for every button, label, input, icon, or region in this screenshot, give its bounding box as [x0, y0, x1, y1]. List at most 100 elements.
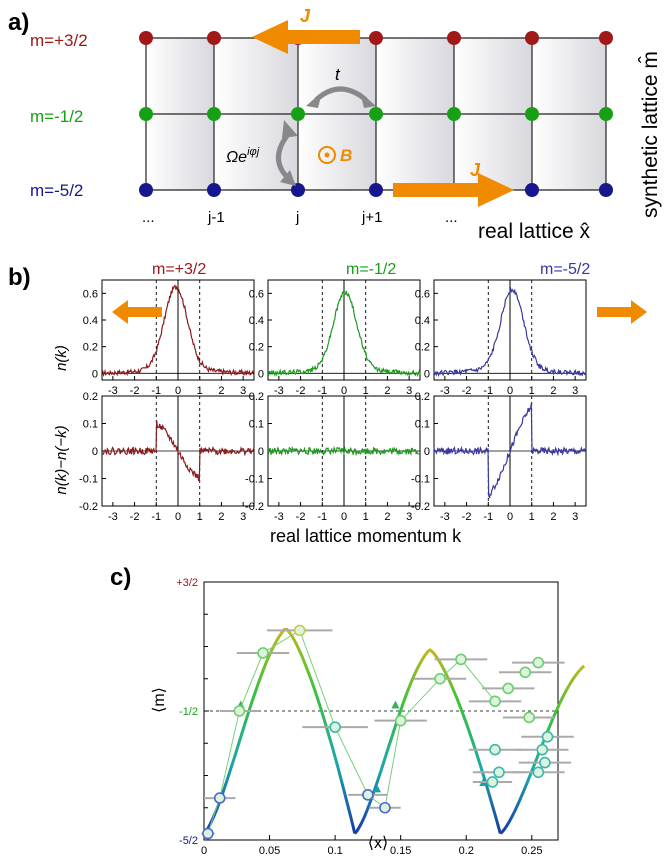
lattice-cell	[532, 38, 606, 114]
col-label-j-minus-1: j-1	[207, 209, 225, 226]
x-tick-label: 0	[507, 385, 513, 397]
panel-b: b) m=+3/2 m=-1/2 m=-5/2 n(k) n(k)−n(−k) …	[8, 261, 647, 546]
panel-a-label: a)	[8, 9, 29, 36]
data-point	[539, 756, 551, 769]
y-tick-label: 0	[258, 368, 264, 380]
y-tick-label: 0.2	[249, 391, 264, 403]
panel-c: c) +3/2 -1/2 -5/20 0.05 0.1 0.15 0.2 0.25 ⟨x⟩ ⟨…	[110, 564, 586, 856]
x-tick-label: 1	[363, 385, 369, 397]
real-lattice-axis-label: real lattice x̂	[478, 220, 591, 243]
lattice-site	[447, 31, 461, 45]
x-tick-label: -2	[296, 385, 306, 397]
y-tick-label: 0	[258, 446, 264, 458]
coupling-phase: iφj	[247, 146, 260, 158]
x-tick-label: -1	[151, 511, 161, 523]
hopping-arrow: t	[306, 65, 376, 108]
direction-arrow-left	[112, 300, 162, 324]
panel-b-xlabel: real lattice momentum k	[270, 526, 462, 546]
momentum-curve	[433, 286, 587, 378]
momentum-curve	[433, 403, 587, 499]
panel-b-title-3: m=-5/2	[540, 261, 590, 278]
x-tick-label: 2	[218, 511, 224, 523]
x-tick-label: 0	[201, 845, 207, 856]
x-tick-label: -2	[130, 511, 140, 523]
y-tick-label: -0.2	[245, 501, 264, 513]
coupling-label: Ωeiφj	[226, 146, 260, 166]
y-tick-label: 0.4	[415, 315, 430, 327]
data-point	[394, 714, 407, 727]
lattice-cell	[376, 114, 454, 190]
panel-c-xlabel: ⟨x⟩	[368, 835, 388, 852]
col-label-ellipsis-right: ...	[445, 209, 458, 226]
hopping-label: t	[335, 65, 341, 84]
lattice-site	[525, 31, 539, 45]
y-tick-label: +3/2	[176, 577, 198, 589]
y-tick-label: -0.1	[79, 474, 98, 486]
y-tick-label: 0.2	[415, 391, 430, 403]
ylabel-nk: n(k)	[53, 345, 70, 371]
x-tick-label: 1	[197, 511, 203, 523]
y-tick-label: 0.2	[83, 391, 98, 403]
x-tick-label: 3	[406, 511, 412, 523]
x-tick-label: 0	[507, 511, 513, 523]
lattice-cell	[146, 38, 214, 114]
lattice-cell	[454, 114, 532, 190]
lattice-cell	[532, 114, 606, 190]
x-tick-label: -3	[108, 385, 118, 397]
momentum-curve	[267, 290, 421, 378]
data-point	[362, 789, 374, 801]
col-label-ellipsis-left: ...	[142, 209, 155, 226]
lattice-site	[369, 107, 383, 121]
x-tick-label: 3	[240, 385, 246, 397]
x-tick-label: -2	[462, 385, 472, 397]
theory-curve	[202, 627, 357, 835]
y-tick-label: 0.4	[83, 315, 98, 327]
x-tick-label: 1	[529, 385, 535, 397]
panel-a: a) m=+3/2 m=-1/2 m=-5/2 ... j-1 j j+1 ..…	[8, 6, 662, 243]
lattice-site	[207, 183, 221, 197]
data-point	[489, 695, 501, 708]
x-tick-label: -2	[462, 511, 472, 523]
x-tick-label: 3	[572, 511, 578, 523]
x-tick-label: -3	[440, 385, 450, 397]
x-tick-label: -3	[440, 511, 450, 523]
x-tick-label: -3	[108, 511, 118, 523]
y-tick-label: 0.1	[249, 419, 264, 431]
x-tick-label: 3	[572, 385, 578, 397]
x-tick-label: 1	[197, 385, 203, 397]
lattice-cell	[146, 114, 214, 190]
x-tick-label: -1	[317, 385, 327, 397]
y-tick-label: -0.2	[411, 501, 430, 513]
x-tick-label: 2	[384, 511, 390, 523]
lattice-site	[599, 183, 613, 197]
lattice-site	[447, 107, 461, 121]
y-tick-label: 0.6	[249, 288, 264, 300]
lattice-site	[139, 31, 153, 45]
data-point	[213, 792, 226, 804]
lattice-site	[139, 107, 153, 121]
col-label-j: j	[295, 209, 299, 226]
direction-arrowhead	[373, 784, 382, 793]
data-point	[502, 682, 514, 695]
lattice-site	[599, 107, 613, 121]
data-point	[519, 666, 532, 679]
x-tick-label: 3	[240, 511, 246, 523]
coupling-arrow: Ωeiφj	[226, 120, 298, 186]
data-point	[233, 705, 246, 717]
col-label-j-plus-1: j+1	[361, 209, 382, 226]
ylabel-asym: n(k)−n(−k)	[53, 425, 70, 494]
x-tick-label: 2	[384, 385, 390, 397]
data-point	[455, 653, 467, 666]
y-tick-label: 0	[92, 446, 98, 458]
lattice-site	[207, 31, 221, 45]
data-point	[379, 801, 391, 814]
lattice-site	[525, 107, 539, 121]
y-tick-label: -1/2	[179, 706, 198, 718]
current-label-top: J	[300, 6, 311, 26]
direction-arrow-right	[597, 300, 647, 324]
x-tick-label: 0.1	[327, 845, 342, 856]
data-point	[541, 730, 554, 743]
y-tick-label: 0	[424, 368, 430, 380]
y-tick-label: 0	[92, 368, 98, 380]
